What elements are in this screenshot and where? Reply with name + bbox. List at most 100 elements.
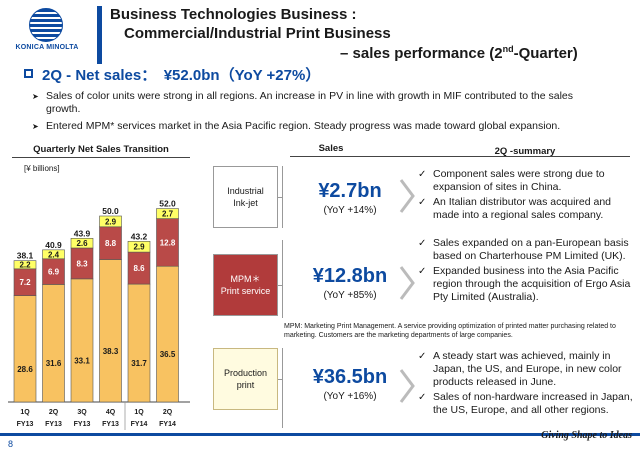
x-tick-label: 1Q bbox=[134, 409, 144, 416]
bullet-2: ➤ Entered MPM* services market in the Asi… bbox=[32, 120, 561, 132]
x-tick-label: FY14 bbox=[159, 421, 176, 428]
summary-item: ✓ A steady start was achieved, mainly in … bbox=[418, 350, 622, 388]
arrow-bullet-icon: ➤ bbox=[32, 122, 39, 131]
data-label: 6.9 bbox=[48, 268, 60, 277]
yoy-mpm: (YoY +85%) bbox=[323, 290, 377, 301]
data-label: 2.9 bbox=[133, 243, 145, 252]
bar-segment bbox=[127, 283, 151, 403]
data-label: 2.7 bbox=[162, 210, 174, 219]
header-divider bbox=[290, 156, 630, 157]
x-tick-label: 2Q bbox=[49, 409, 59, 416]
total-label: 52.0 bbox=[159, 199, 176, 209]
data-label: 31.7 bbox=[131, 359, 147, 368]
bar-segment bbox=[99, 215, 122, 228]
bracket-line bbox=[282, 240, 286, 318]
brand-name: KONICA MINOLTA bbox=[15, 44, 79, 51]
title-line-2: Commercial/Industrial Print Business bbox=[124, 25, 391, 42]
quarterly-sales-chart: 28.6 7.2 2.238.1 1Q FY13 31.6 6.9 2.440.9 2Q FY13… bbox=[8, 199, 190, 430]
company-logo: KONICA MINOLTA bbox=[6, 8, 88, 54]
bullet-1: ➤ Sales of color units were strong in all… bbox=[32, 90, 574, 115]
segment-mpm-print-service: MPM＊ Print service bbox=[213, 254, 278, 316]
summary-production: ✓ A steady start was achieved, mainly in … bbox=[418, 350, 634, 419]
check-icon: ✓ bbox=[418, 266, 427, 277]
connector-line bbox=[278, 197, 282, 198]
title-line-3: – sales performance (2nd-Quarter) bbox=[340, 44, 578, 62]
summary-mpm: ✓ Sales expanded on a pan-European basis … bbox=[418, 237, 634, 306]
bar-segment bbox=[42, 249, 65, 260]
data-label: 28.6 bbox=[17, 365, 33, 374]
chevron-right-icon bbox=[399, 369, 415, 403]
chart-title: Quarterly Net Sales Transition bbox=[12, 144, 190, 158]
summary-item: ✓ Expanded business into the Asia Pacific… bbox=[418, 265, 631, 303]
amount-production-print: ¥36.5bn bbox=[312, 366, 388, 388]
bar-segment bbox=[13, 260, 37, 270]
data-label: 2.2 bbox=[19, 261, 31, 270]
bar-segment bbox=[70, 238, 94, 249]
bar-segment bbox=[42, 284, 65, 403]
data-label: 8.6 bbox=[133, 264, 145, 273]
mpm-footnote: MPM: Marketing Print Management. A servi… bbox=[284, 323, 616, 339]
data-label: 2.9 bbox=[105, 217, 117, 226]
section-heading: 2Q - Net sales： ¥52.0bn（YoY +27%） bbox=[42, 67, 321, 84]
data-label: 33.1 bbox=[74, 356, 90, 365]
x-tick-label: 2Q bbox=[163, 409, 173, 416]
x-tick-label: FY13 bbox=[17, 421, 34, 428]
globe-logo-icon bbox=[29, 8, 63, 42]
x-tick-label: 4Q bbox=[106, 409, 116, 416]
data-label: 36.5 bbox=[160, 350, 176, 359]
yoy-industrial-inkjet: (YoY +14%) bbox=[323, 205, 377, 216]
chevron-right-icon bbox=[399, 266, 415, 300]
bar-segment bbox=[156, 208, 179, 219]
total-label: 38.1 bbox=[17, 251, 34, 261]
total-label: 43.2 bbox=[131, 231, 148, 241]
check-icon: ✓ bbox=[418, 169, 427, 180]
segment-label: Production print bbox=[223, 368, 268, 390]
connector-line bbox=[278, 285, 282, 286]
check-icon: ✓ bbox=[418, 392, 427, 403]
amount-industrial-inkjet: ¥2.7bn bbox=[318, 180, 382, 202]
data-label: 8.8 bbox=[105, 239, 117, 248]
arrow-bullet-icon: ➤ bbox=[32, 92, 39, 101]
title-line-1: Business Technologies Business : bbox=[110, 6, 357, 23]
title-accent-bar bbox=[97, 6, 102, 64]
x-tick-label: FY13 bbox=[45, 421, 62, 428]
bar-segment bbox=[13, 295, 37, 403]
page-number: 8 bbox=[8, 439, 14, 449]
segment-label: Industrial Ink-jet bbox=[227, 186, 264, 208]
data-label: 31.6 bbox=[46, 359, 62, 368]
segment-label: MPM＊ Print service bbox=[220, 274, 271, 296]
data-label: 2.6 bbox=[76, 239, 88, 248]
data-label: 8.3 bbox=[76, 259, 88, 268]
summary-inkjet: ✓ Component sales were strong due to expa… bbox=[418, 168, 634, 224]
bar-segment bbox=[156, 265, 179, 403]
section-square-icon bbox=[24, 69, 33, 78]
check-icon: ✓ bbox=[418, 351, 427, 362]
total-label: 40.9 bbox=[45, 240, 62, 250]
x-tick-label: FY13 bbox=[102, 421, 119, 428]
data-label: 7.2 bbox=[19, 278, 31, 287]
summary-header: 2Q -summary bbox=[494, 146, 556, 157]
segment-production-print: Production print bbox=[213, 348, 278, 410]
footer-tagline: Giving Shape to Ideas bbox=[541, 430, 632, 441]
sales-header: Sales bbox=[318, 143, 344, 154]
x-tick-label: FY13 bbox=[74, 421, 91, 428]
summary-item: ✓ Sales expanded on a pan-European basis … bbox=[418, 237, 629, 262]
check-icon: ✓ bbox=[418, 197, 427, 208]
bracket-line bbox=[282, 348, 286, 428]
x-tick-label: 1Q bbox=[20, 409, 30, 416]
summary-item: ✓ Component sales were strong due to expa… bbox=[418, 168, 605, 193]
x-tick-label: 3Q bbox=[77, 409, 87, 416]
amount-mpm: ¥12.8bn bbox=[312, 265, 388, 287]
bar-segment bbox=[70, 278, 94, 403]
connector-line bbox=[278, 379, 282, 380]
bracket-line bbox=[282, 166, 286, 228]
total-label: 50.0 bbox=[102, 206, 119, 216]
yoy-production-print: (YoY +16%) bbox=[323, 391, 377, 402]
total-label: 43.9 bbox=[74, 228, 91, 238]
bar-segment bbox=[127, 240, 151, 253]
chevron-right-icon bbox=[399, 179, 415, 213]
x-tick-label: FY14 bbox=[131, 421, 148, 428]
summary-item: ✓ Sales of non-hardware increased in Japa… bbox=[418, 391, 633, 416]
segment-industrial-inkjet: Industrial Ink-jet bbox=[213, 166, 278, 228]
bar-segment bbox=[99, 259, 122, 403]
